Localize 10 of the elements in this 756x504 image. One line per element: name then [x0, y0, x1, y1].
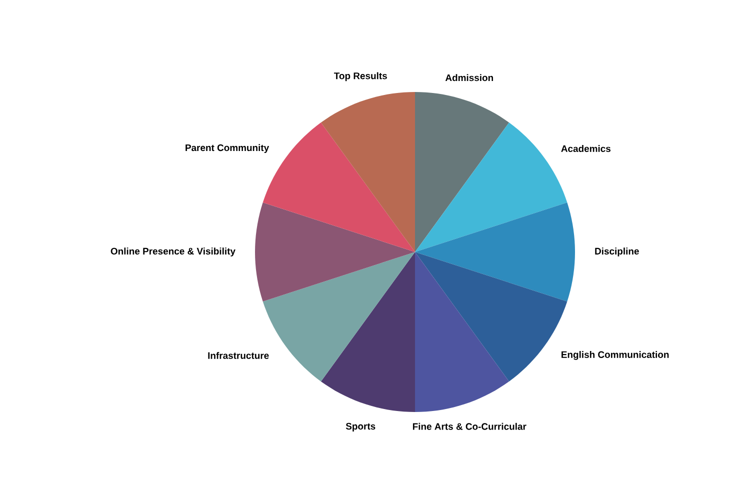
slice-label: Discipline: [595, 248, 639, 256]
slice-label: Infrastructure: [208, 352, 269, 359]
slice-label: Sports: [346, 422, 376, 432]
slice-label: Academics: [561, 145, 610, 152]
slice-label: Parent Community: [186, 144, 270, 153]
slice-label: English Communication: [562, 351, 669, 360]
slice-label: Admission: [445, 74, 494, 82]
slice-label: Online Presence & Visibility: [110, 248, 236, 256]
slice-label: Top Results: [334, 72, 387, 82]
slice-label: Fine Arts & Co-Curricular: [412, 422, 526, 430]
